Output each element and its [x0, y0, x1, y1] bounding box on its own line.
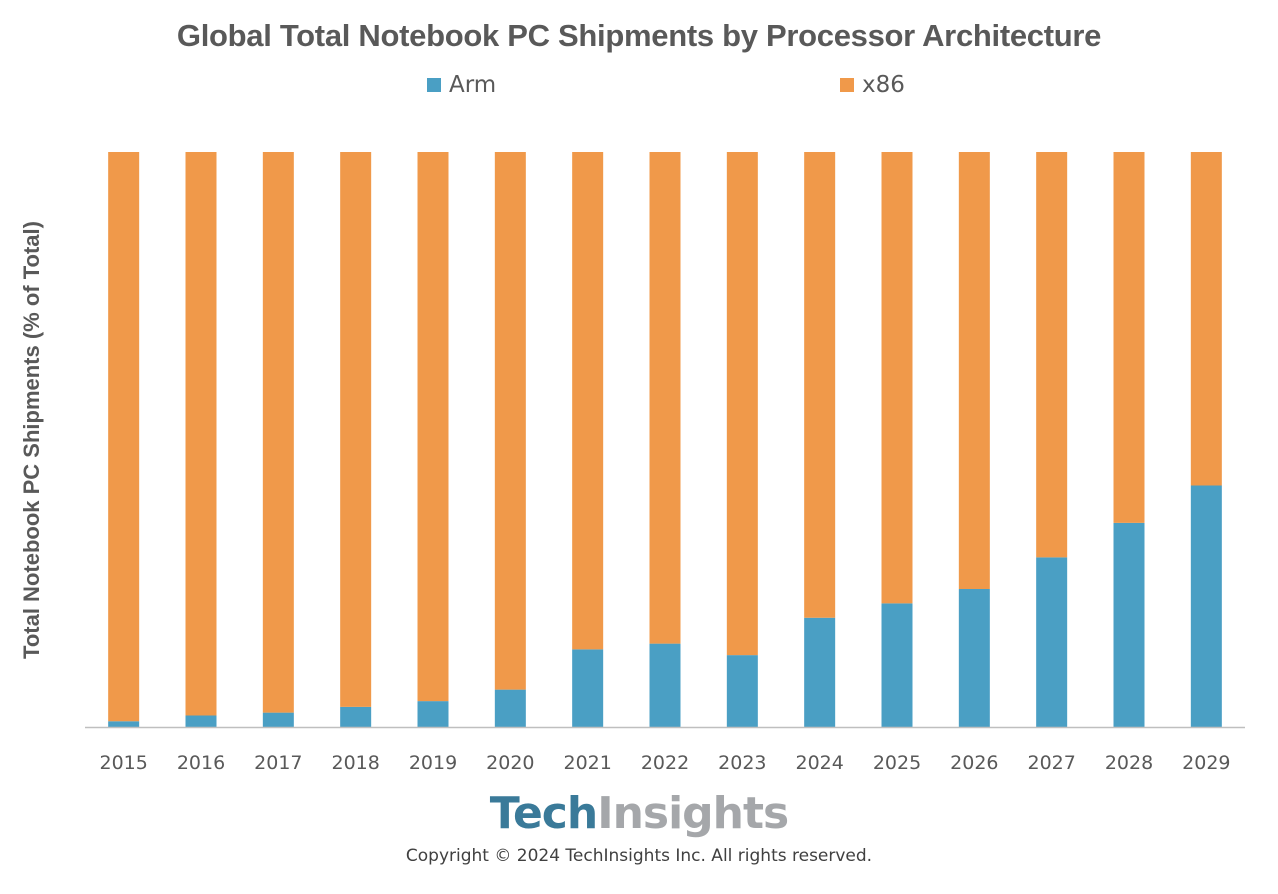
bar-arm-2023 [726, 655, 758, 727]
bar-x86-2021 [572, 152, 604, 650]
bar-x86-2027 [1036, 152, 1068, 558]
x-tick-label: 2016 [177, 752, 225, 774]
logo-insights: Insights [597, 788, 789, 839]
bar-arm-2024 [804, 617, 836, 727]
bar-arm-2019 [417, 701, 449, 727]
legend-label-x86: x86 [862, 72, 905, 98]
bar-x86-2026 [958, 152, 990, 589]
x-tick-label: 2021 [563, 752, 611, 774]
bar-x86-2029 [1190, 152, 1222, 486]
x-tick-label: 2015 [99, 752, 147, 774]
bar-x86-2020 [494, 152, 526, 690]
x-tick-label: 2029 [1182, 752, 1230, 774]
x-tick-label: 2018 [331, 752, 379, 774]
bar-x86-2024 [804, 152, 836, 618]
logo-tech: Tech [489, 788, 598, 839]
chart-title: Global Total Notebook PC Shipments by Pr… [176, 18, 1102, 53]
bar-arm-2028 [1113, 522, 1145, 727]
bar-x86-2016 [185, 152, 217, 716]
bar-x86-2025 [881, 152, 913, 604]
x-tick-label: 2022 [641, 752, 689, 774]
x-tick-label: 2028 [1105, 752, 1153, 774]
bar-arm-2027 [1036, 557, 1068, 727]
bar-arm-2016 [185, 715, 217, 727]
bar-arm-2021 [572, 649, 604, 727]
legend-swatch-arm [427, 78, 441, 92]
bar-x86-2019 [417, 152, 449, 702]
bar-arm-2022 [649, 643, 681, 727]
legend-swatch-x86 [840, 78, 854, 92]
bar-x86-2018 [340, 152, 372, 707]
bars-group [108, 152, 1222, 727]
bar-arm-2029 [1190, 485, 1222, 727]
bar-arm-2017 [262, 712, 294, 727]
bar-x86-2015 [108, 152, 140, 722]
legend-item-x86: x86 [840, 72, 905, 98]
x-tick-label: 2024 [795, 752, 843, 774]
bar-arm-2026 [958, 589, 990, 727]
bar-arm-2025 [881, 603, 913, 727]
x-tick-label: 2025 [873, 752, 921, 774]
techinsights-logo: TechInsights [0, 788, 1278, 839]
copyright-text: Copyright © 2024 TechInsights Inc. All r… [405, 846, 873, 866]
x-tick-label: 2019 [409, 752, 457, 774]
bar-arm-2020 [494, 689, 526, 727]
bar-x86-2022 [649, 152, 681, 644]
bar-arm-2015 [108, 721, 140, 727]
x-tick-label: 2026 [950, 752, 998, 774]
x-tick-label: 2020 [486, 752, 534, 774]
bar-x86-2028 [1113, 152, 1145, 523]
bar-arm-2018 [340, 706, 372, 727]
bar-x86-2023 [726, 152, 758, 656]
legend-label-arm: Arm [449, 72, 497, 98]
x-tick-labels: 2015 2016 2017 2018 2019 2020 2021 2022 2023 2024… [99, 752, 1230, 774]
legend-item-arm: Arm [427, 72, 496, 98]
x-tick-label: 2017 [254, 752, 302, 774]
bar-x86-2017 [262, 152, 294, 713]
x-tick-label: 2027 [1027, 752, 1075, 774]
x-tick-label: 2023 [718, 752, 766, 774]
